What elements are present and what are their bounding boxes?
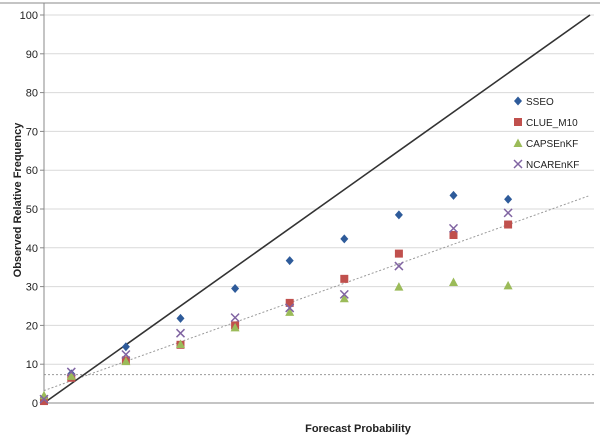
data-point-clue-m10 bbox=[394, 249, 403, 258]
data-point-sseo bbox=[394, 210, 403, 220]
x-axis-title: Forecast Probability bbox=[305, 423, 412, 435]
data-point-capsenkf bbox=[339, 293, 349, 303]
data-point-ncarenkf bbox=[394, 261, 404, 271]
data-point-ncarenkf bbox=[39, 394, 49, 404]
data-point-ncarenkf bbox=[121, 349, 131, 360]
data-point-ncarenkf bbox=[448, 223, 459, 233]
y-tick-label: 90 bbox=[26, 49, 38, 61]
y-tick-label: 60 bbox=[26, 165, 38, 177]
data-point-clue-m10 bbox=[449, 230, 458, 239]
y-tick-labels: 0 10 20 30 40 50 60 70 80 90 100 bbox=[20, 10, 44, 410]
data-point-sseo bbox=[121, 342, 130, 352]
data-point-ncarenkf bbox=[339, 289, 349, 299]
data-point-capsenkf bbox=[503, 280, 513, 290]
y-tick-label: 40 bbox=[26, 243, 38, 255]
data-point-ncarenkf bbox=[66, 367, 76, 377]
data-point-capsenkf bbox=[230, 322, 240, 332]
reference-lines bbox=[43, 14, 594, 404]
y-tick-label: 100 bbox=[20, 10, 38, 22]
data-point-capsenkf bbox=[394, 282, 404, 291]
data-point-sseo bbox=[340, 234, 349, 244]
legend-label-capsenkf: CAPSEnKF bbox=[526, 139, 578, 150]
perfect-reliability-line bbox=[43, 14, 591, 404]
y-tick-label: 80 bbox=[26, 88, 38, 100]
data-point-clue-m10 bbox=[340, 274, 349, 283]
legend: SSEO CLUE_M10 CAPSEnKF NCAREnKF bbox=[513, 96, 579, 171]
data-point-ncarenkf bbox=[175, 328, 186, 338]
data-point-sseo bbox=[449, 190, 458, 200]
data-point-capsenkf bbox=[449, 277, 458, 286]
data-point-sseo bbox=[285, 256, 294, 266]
data-point-ncarenkf bbox=[230, 313, 240, 323]
legend-label-clue-m10: CLUE_M10 bbox=[526, 118, 578, 129]
y-tick-label: 0 bbox=[32, 398, 38, 410]
y-tick-label: 70 bbox=[26, 126, 38, 138]
data-point-clue-m10 bbox=[40, 397, 48, 406]
y-tick-label: 30 bbox=[26, 282, 38, 294]
data-point-capsenkf bbox=[66, 371, 76, 380]
data-point-capsenkf bbox=[121, 356, 131, 366]
data-point-sseo bbox=[176, 313, 185, 323]
data-point-sseo bbox=[504, 194, 513, 204]
y-tick-label: 20 bbox=[26, 320, 38, 332]
legend-marker-capsenkf bbox=[513, 138, 523, 147]
plot-area: 0 10 20 30 40 50 60 70 80 90 100 bbox=[0, 2, 600, 410]
y-axis-title: Observed Relative Frequency bbox=[12, 122, 24, 278]
legend-marker-sseo bbox=[514, 96, 522, 106]
trend-line bbox=[43, 194, 591, 392]
y-tick-label: 50 bbox=[26, 204, 38, 216]
data-point-ncarenkf bbox=[503, 208, 513, 218]
data-point-capsenkf bbox=[176, 339, 185, 349]
data-point-capsenkf bbox=[285, 307, 295, 316]
data-markers bbox=[39, 190, 513, 406]
data-point-clue-m10 bbox=[504, 220, 513, 229]
y-tick-label: 10 bbox=[26, 359, 38, 371]
legend-marker-clue-m10 bbox=[514, 118, 522, 126]
data-point-ncarenkf bbox=[285, 303, 295, 313]
legend-label-ncarenkf: NCAREnKF bbox=[526, 160, 579, 171]
data-point-clue-m10 bbox=[285, 298, 294, 307]
legend-label-sseo: SSEO bbox=[526, 97, 554, 108]
data-point-sseo bbox=[231, 284, 240, 294]
legend-marker-ncarenkf bbox=[513, 159, 523, 169]
